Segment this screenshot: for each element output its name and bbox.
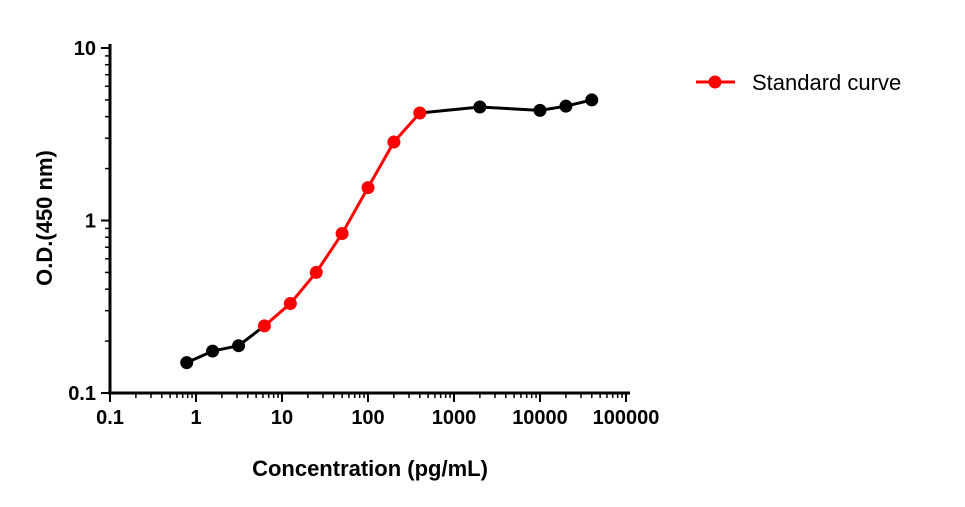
extra-point [232,339,246,353]
x-tick-label: 1 [190,407,201,429]
standard-curve-point [413,106,427,120]
extra-line-low [186,324,266,364]
y-tick-label: 0.1 [68,383,96,405]
legend-label: Standard curve [752,70,901,95]
extra-point [585,93,599,107]
legend-marker [708,75,722,89]
x-tick-label: 100 [351,407,384,429]
plot-area [180,93,599,370]
extra-point [533,103,547,117]
x-tick-label: 100000 [593,407,660,429]
axes [108,44,630,395]
standard-curve-point [257,319,271,333]
legend: Standard curve [696,70,901,95]
standard-curve-point [283,297,297,311]
y-tick-label: 10 [74,38,96,60]
extra-point [180,356,194,370]
ticks [101,47,627,402]
extra-point [473,100,487,114]
x-tick-label: 0.1 [96,407,124,429]
standard-curve-point [361,181,375,195]
extra-point [559,99,573,113]
standard-curve-point [335,227,349,241]
standard-curve-point [387,135,401,149]
tick-labels: 0.1 1 10 100 1000 10000 100000 0.1 1 10 [68,38,659,429]
extra-point [206,344,220,358]
x-tick-label: 1000 [432,407,477,429]
standard-curve-point [309,265,323,279]
x-axis-title: Concentration (pg/mL) [252,456,488,481]
x-tick-label: 10 [271,407,293,429]
x-tick-label: 10000 [512,407,568,429]
y-tick-label: 1 [85,211,96,233]
y-axis-title: O.D.(450 nm) [32,150,57,286]
